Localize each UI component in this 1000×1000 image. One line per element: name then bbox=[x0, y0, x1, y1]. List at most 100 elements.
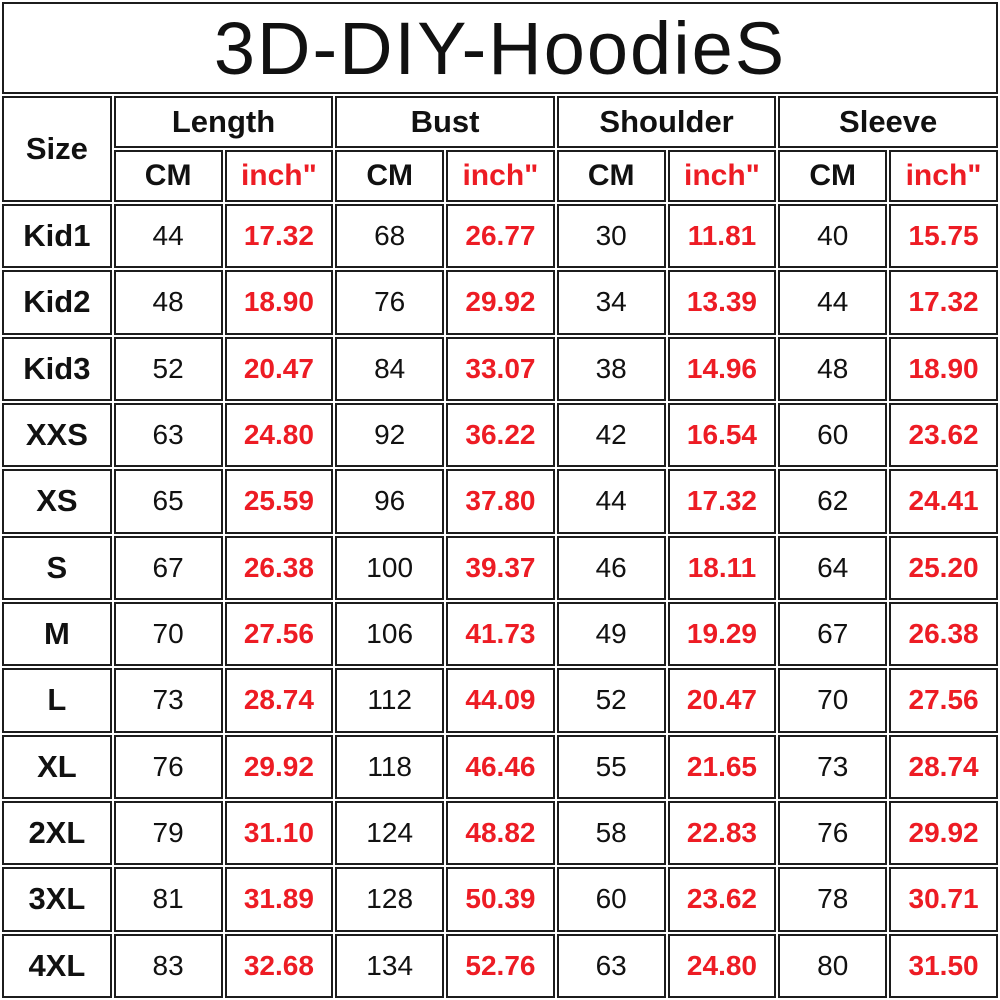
cell-bust-cm: 92 bbox=[335, 402, 445, 468]
table-row: M 70 27.56 106 41.73 49 19.29 67 26.38 bbox=[2, 601, 998, 667]
cell-length-cm: 67 bbox=[113, 535, 223, 600]
cell-shoulder-cm: 46 bbox=[556, 535, 666, 600]
row-label: L bbox=[2, 668, 112, 733]
cell-sleeve-cm: 67 bbox=[778, 601, 888, 667]
cell-bust-cm: 76 bbox=[335, 270, 445, 335]
cell-sleeve-cm: 64 bbox=[778, 535, 888, 600]
cell-shoulder-inch: 22.83 bbox=[667, 800, 777, 866]
cell-sleeve-inch: 27.56 bbox=[889, 668, 998, 733]
table-row: Kid1 44 17.32 68 26.77 30 11.81 40 15.75 bbox=[2, 204, 998, 269]
cell-length-inch: 20.47 bbox=[224, 336, 334, 401]
cell-bust-cm: 112 bbox=[335, 668, 445, 733]
cell-bust-cm: 118 bbox=[335, 734, 445, 799]
cell-sleeve-cm: 70 bbox=[778, 668, 888, 733]
cell-length-cm: 73 bbox=[113, 668, 223, 733]
cell-bust-inch: 50.39 bbox=[446, 867, 555, 932]
cell-length-inch: 31.10 bbox=[224, 800, 334, 866]
table-row: XXS 63 24.80 92 36.22 42 16.54 60 23.62 bbox=[2, 402, 998, 468]
cell-sleeve-inch: 25.20 bbox=[889, 535, 998, 600]
cell-shoulder-cm: 38 bbox=[556, 336, 666, 401]
cell-length-cm: 52 bbox=[113, 336, 223, 401]
cell-shoulder-cm: 63 bbox=[556, 933, 666, 998]
cell-sleeve-cm: 78 bbox=[778, 867, 888, 932]
cell-bust-cm: 124 bbox=[335, 800, 445, 866]
row-label: Kid1 bbox=[2, 204, 112, 269]
cell-sleeve-cm: 40 bbox=[778, 204, 888, 269]
cell-length-cm: 83 bbox=[113, 933, 223, 998]
cell-shoulder-cm: 52 bbox=[556, 668, 666, 733]
corner-header-size: Size bbox=[2, 96, 112, 202]
cell-bust-inch: 48.82 bbox=[446, 800, 555, 866]
cell-length-inch: 17.32 bbox=[224, 204, 334, 269]
cell-sleeve-inch: 31.50 bbox=[889, 933, 998, 998]
cell-bust-cm: 128 bbox=[335, 867, 445, 932]
cell-sleeve-inch: 26.38 bbox=[889, 601, 998, 667]
cell-shoulder-inch: 17.32 bbox=[667, 469, 777, 534]
cell-shoulder-cm: 60 bbox=[556, 867, 666, 932]
table-row: 3XL 81 31.89 128 50.39 60 23.62 78 30.71 bbox=[2, 867, 998, 932]
cell-sleeve-inch: 30.71 bbox=[889, 867, 998, 932]
group-header-sleeve: Sleeve bbox=[778, 96, 998, 148]
cell-length-inch: 29.92 bbox=[224, 734, 334, 799]
table-row: Kid3 52 20.47 84 33.07 38 14.96 48 18.90 bbox=[2, 336, 998, 401]
cell-sleeve-inch: 29.92 bbox=[889, 800, 998, 866]
cell-sleeve-inch: 23.62 bbox=[889, 402, 998, 468]
cell-length-inch: 24.80 bbox=[224, 402, 334, 468]
cell-sleeve-inch: 15.75 bbox=[889, 204, 998, 269]
page-title: 3D-DIY-HoodieS bbox=[2, 2, 998, 94]
unit-header-cm: CM bbox=[335, 150, 445, 202]
cell-shoulder-inch: 19.29 bbox=[667, 601, 777, 667]
cell-sleeve-cm: 80 bbox=[778, 933, 888, 998]
group-header-row: Size Length Bust Shoulder Sleeve bbox=[2, 96, 998, 202]
unit-header-inch: inch" bbox=[446, 150, 555, 202]
row-label: 2XL bbox=[2, 800, 112, 866]
cell-shoulder-inch: 23.62 bbox=[667, 867, 777, 932]
unit-header-inch: inch" bbox=[224, 150, 334, 202]
row-label: M bbox=[2, 601, 112, 667]
cell-length-cm: 48 bbox=[113, 270, 223, 335]
cell-shoulder-cm: 34 bbox=[556, 270, 666, 335]
cell-sleeve-inch: 24.41 bbox=[889, 469, 998, 534]
table-row: Kid2 48 18.90 76 29.92 34 13.39 44 17.32 bbox=[2, 270, 998, 335]
row-label: 4XL bbox=[2, 933, 112, 998]
cell-length-cm: 79 bbox=[113, 800, 223, 866]
cell-sleeve-inch: 18.90 bbox=[889, 336, 998, 401]
cell-bust-inch: 39.37 bbox=[446, 535, 555, 600]
cell-length-cm: 44 bbox=[113, 204, 223, 269]
unit-header-cm: CM bbox=[556, 150, 666, 202]
group-header-length: Length bbox=[113, 96, 334, 148]
row-label: XS bbox=[2, 469, 112, 534]
cell-shoulder-cm: 55 bbox=[556, 734, 666, 799]
cell-bust-inch: 37.80 bbox=[446, 469, 555, 534]
cell-bust-cm: 84 bbox=[335, 336, 445, 401]
cell-sleeve-inch: 28.74 bbox=[889, 734, 998, 799]
title-row: 3D-DIY-HoodieS bbox=[2, 2, 998, 94]
cell-length-inch: 18.90 bbox=[224, 270, 334, 335]
unit-header-inch: inch" bbox=[889, 150, 998, 202]
cell-shoulder-inch: 20.47 bbox=[667, 668, 777, 733]
cell-length-inch: 25.59 bbox=[224, 469, 334, 534]
cell-bust-cm: 68 bbox=[335, 204, 445, 269]
cell-bust-inch: 36.22 bbox=[446, 402, 555, 468]
cell-shoulder-inch: 16.54 bbox=[667, 402, 777, 468]
unit-header-cm: CM bbox=[113, 150, 223, 202]
cell-shoulder-inch: 14.96 bbox=[667, 336, 777, 401]
cell-length-inch: 32.68 bbox=[224, 933, 334, 998]
cell-shoulder-inch: 13.39 bbox=[667, 270, 777, 335]
group-header-bust: Bust bbox=[335, 96, 555, 148]
cell-sleeve-cm: 48 bbox=[778, 336, 888, 401]
cell-bust-inch: 26.77 bbox=[446, 204, 555, 269]
row-label: S bbox=[2, 535, 112, 600]
cell-bust-cm: 96 bbox=[335, 469, 445, 534]
row-label: 3XL bbox=[2, 867, 112, 932]
cell-sleeve-cm: 44 bbox=[778, 270, 888, 335]
cell-bust-cm: 100 bbox=[335, 535, 445, 600]
cell-length-cm: 63 bbox=[113, 402, 223, 468]
cell-bust-cm: 134 bbox=[335, 933, 445, 998]
cell-shoulder-inch: 24.80 bbox=[667, 933, 777, 998]
cell-length-inch: 31.89 bbox=[224, 867, 334, 932]
cell-length-cm: 76 bbox=[113, 734, 223, 799]
cell-shoulder-inch: 21.65 bbox=[667, 734, 777, 799]
cell-shoulder-cm: 58 bbox=[556, 800, 666, 866]
